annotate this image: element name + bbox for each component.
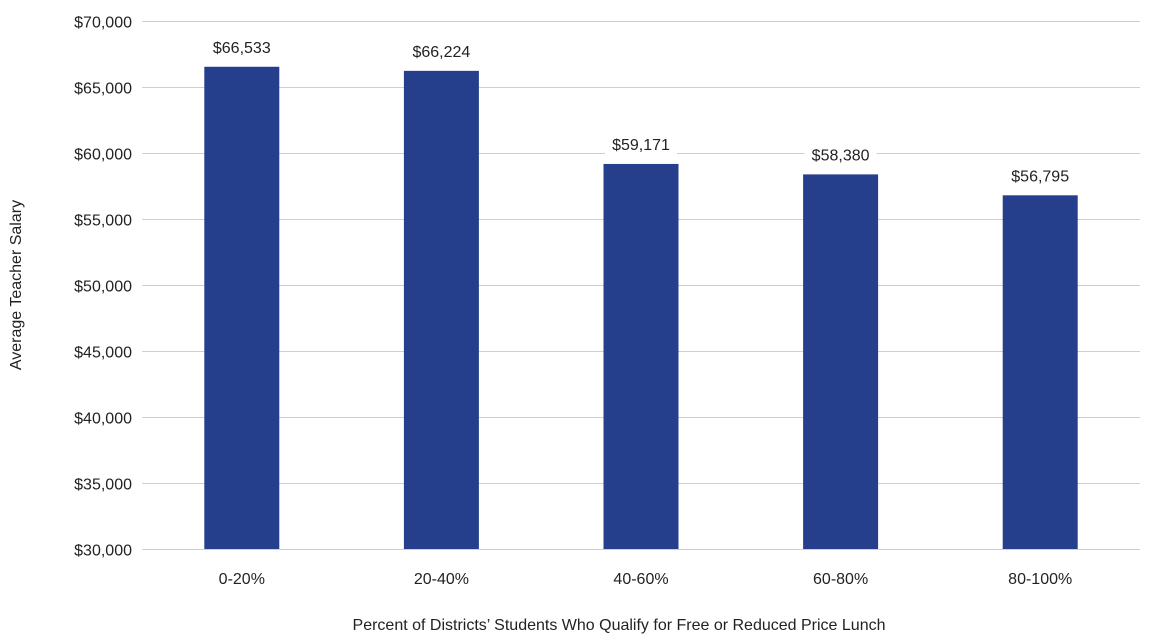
x-category-label: 80-100% <box>1008 571 1072 588</box>
bar <box>603 163 679 549</box>
x-axis-title: Percent of Districts’ Students Who Quali… <box>353 617 886 634</box>
data-label-background <box>205 35 278 58</box>
x-category-label: 60-80% <box>813 571 868 588</box>
y-tick-label: $30,000 <box>74 543 132 560</box>
x-axis-categories: 0-20% 20-40% 40-60% 60-80% 80-100% <box>219 571 1073 588</box>
bar <box>204 66 280 549</box>
y-tick-label: $35,000 <box>74 477 132 494</box>
x-category-label: 20-40% <box>414 571 469 588</box>
data-label-background <box>405 39 478 62</box>
data-label: $59,171 <box>612 137 670 154</box>
x-category-label: 40-60% <box>613 571 668 588</box>
y-tick-label: $45,000 <box>74 345 132 362</box>
data-labels: $66,533 $66,224 $59,171 $58,380 $56,795 <box>205 35 1077 187</box>
y-tick-label: $60,000 <box>74 147 132 164</box>
data-label: $58,380 <box>812 147 870 164</box>
y-tick-label: $65,000 <box>74 81 132 98</box>
data-label-background <box>804 143 877 166</box>
y-axis-title: Average Teacher Salary <box>8 200 25 370</box>
x-category-label: 0-20% <box>219 571 265 588</box>
y-tick-label: $50,000 <box>74 279 132 296</box>
data-label: $56,795 <box>1011 168 1069 185</box>
data-label: $66,533 <box>213 40 271 57</box>
bar <box>803 174 879 549</box>
y-tick-label: $70,000 <box>74 15 132 32</box>
data-label-background <box>605 132 677 155</box>
data-label: $66,224 <box>412 44 470 61</box>
bar <box>403 70 479 549</box>
y-tick-label: $40,000 <box>74 411 132 428</box>
data-label-background <box>1004 164 1077 187</box>
y-tick-label: $55,000 <box>74 213 132 230</box>
bars <box>204 66 1078 549</box>
y-axis-ticks: $30,000 $35,000 $40,000 $45,000 $50,000 $55,0… <box>74 15 132 560</box>
bar <box>1002 195 1078 549</box>
